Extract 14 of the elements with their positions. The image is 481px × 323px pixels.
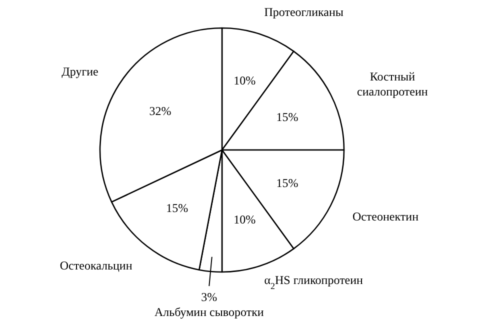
data-label: 32% — [149, 104, 172, 118]
data-label: 10% — [234, 73, 256, 88]
slice-label: Остеокальцин — [60, 258, 133, 273]
data-label: 10% — [234, 212, 256, 227]
slice-label: Альбумин сыворотки — [154, 305, 264, 320]
slice-label: α$_{2}$HS гликопротеин — [264, 272, 364, 291]
data-label: 15% — [276, 176, 298, 190]
data-label: 15% — [276, 110, 298, 124]
slice-label: Другие — [62, 64, 98, 79]
slice-label: Остеонектин — [352, 209, 420, 224]
slice-label: Костный сиалопротеин — [357, 70, 428, 99]
data-label: 3% — [201, 290, 218, 304]
slice-label: Протеогликаны — [264, 5, 344, 20]
data-label: 15% — [166, 200, 188, 215]
